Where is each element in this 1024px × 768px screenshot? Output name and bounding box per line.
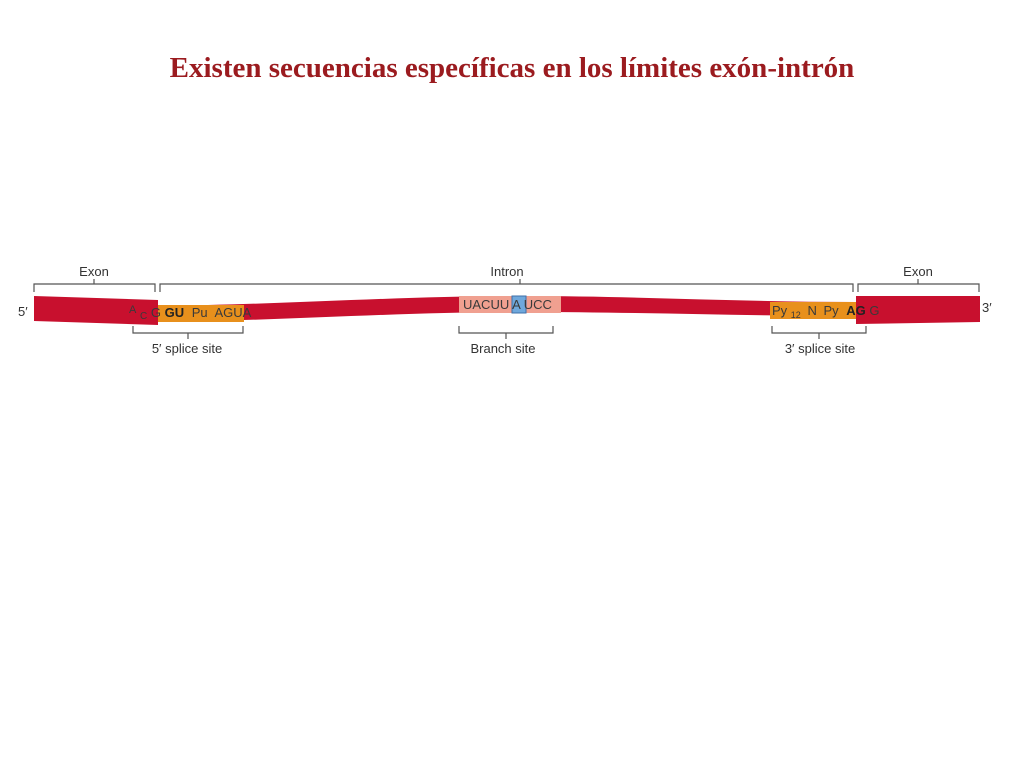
splice-5-bracket xyxy=(132,326,244,339)
seq-gu: GU xyxy=(165,305,185,320)
exon-right-segment xyxy=(856,296,980,324)
branch-sequence: UACUU A UCC xyxy=(463,297,552,312)
slide-title: Existen secuencias específicas en los lí… xyxy=(169,52,855,84)
branch-a-box xyxy=(511,295,527,314)
seq-g: G xyxy=(151,305,161,320)
exon-left-bracket xyxy=(33,279,156,292)
splice-5-sequence: A C G GU Pu AGUA xyxy=(129,301,252,322)
seq-py-sub: 12 xyxy=(791,310,801,320)
five-prime-end: 5′ xyxy=(18,304,28,319)
seq-py: Py xyxy=(772,303,788,318)
splicing-diagram: Exon Intron Exon 5′ 3′ A C G GU Pu AGUA … xyxy=(18,264,992,356)
branch-label: Branch site xyxy=(470,341,535,356)
splice-3-bracket xyxy=(771,326,867,339)
seq-py2: Py xyxy=(823,303,839,318)
branch-left: UACUU xyxy=(463,297,509,312)
exon-right-bracket xyxy=(857,279,980,292)
seq-agua: AGUA xyxy=(215,305,252,320)
branch-a: A xyxy=(512,297,521,312)
three-prime-end: 3′ xyxy=(982,300,992,315)
exon-left-label: Exon xyxy=(79,264,109,279)
seq-a: A xyxy=(129,304,137,316)
splice-3-box xyxy=(770,302,856,319)
branch-bracket xyxy=(458,326,554,339)
seq-pu: Pu xyxy=(192,305,208,320)
splice-3-sequence: Py 12 N Py AG G xyxy=(772,303,880,321)
exon-right-label: Exon xyxy=(903,264,933,279)
seq-g3: G xyxy=(869,303,879,318)
intron-label: Intron xyxy=(490,264,523,279)
seq-ag: AG xyxy=(846,303,866,318)
splice-3-label: 3′ splice site xyxy=(785,341,855,356)
splice-5-label: 5′ splice site xyxy=(152,341,222,356)
seq-n: N xyxy=(807,303,816,318)
intron-bracket xyxy=(159,279,854,292)
seq-c: C xyxy=(140,311,147,322)
splice-5-box xyxy=(158,305,244,322)
branch-site-box xyxy=(459,296,561,313)
branch-right: UCC xyxy=(524,297,552,312)
exon-left-segment xyxy=(34,296,158,325)
